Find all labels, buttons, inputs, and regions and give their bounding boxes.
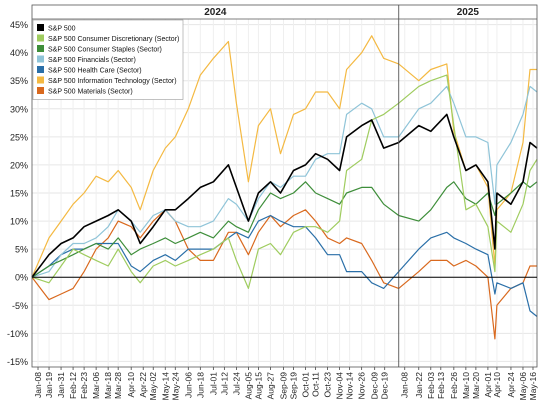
series-line-2 <box>31 181 538 278</box>
x-tick-label: May-06 <box>518 372 528 401</box>
legend-label: S&P 500 Materials (Sector) <box>48 89 133 96</box>
legend-swatch <box>37 76 44 84</box>
series-line-0 <box>31 113 538 278</box>
legend-swatch <box>37 87 44 94</box>
legend-swatch <box>37 66 44 73</box>
y-tick-label: 15% <box>10 189 28 199</box>
x-tick-label: Jul-24 <box>231 372 241 395</box>
x-tick-label: May-02 <box>148 372 158 401</box>
x-tick-label: Apr-24 <box>506 372 516 398</box>
y-tick-label: -10% <box>7 329 28 339</box>
y-tick-label: -5% <box>12 301 28 311</box>
series-line-4 <box>31 214 538 317</box>
legend-label: S&P 500 Health Care (Sector) <box>48 68 142 75</box>
x-tick-label: Oct-11 <box>311 372 321 397</box>
y-tick-label: 30% <box>10 104 28 114</box>
legend-label: S&P 500 Financials (Sector) <box>48 57 136 64</box>
gridlines <box>32 19 537 367</box>
x-tick-label: Apr-10 <box>492 372 502 398</box>
year-label-2025: 2025 <box>457 7 480 18</box>
x-tick-label: Apr-10 <box>126 372 136 398</box>
x-tick-label: Feb-12 <box>68 372 78 399</box>
x-tick-label: Aug-27 <box>265 372 275 400</box>
legend-label: S&P 500 Consumer Discretionary (Sector) <box>48 36 179 43</box>
legend-label: S&P 500 Consumer Staples (Sector) <box>48 47 162 54</box>
x-tick-label: Mar-10 <box>461 372 471 399</box>
x-tick-label: Jan-22 <box>414 372 424 398</box>
x-tick-label: Nov-14 <box>345 372 355 400</box>
x-tick-label: Apr-01 <box>483 372 493 398</box>
x-tick-label: Jul-01 <box>208 372 218 395</box>
axes: 45% 40% 35% 30% 25% 20% 15% 10% 5% 0% -5% -10% -15% J… <box>7 4 538 401</box>
y-tick-label: 40% <box>10 48 28 58</box>
x-tick-label: Jan-31 <box>56 372 66 398</box>
y-tick-label: 10% <box>10 217 28 227</box>
x-tick-label: Mar-06 <box>91 372 101 399</box>
y-tick-label: 25% <box>10 132 28 142</box>
series-line-1 <box>31 74 538 289</box>
series-lines <box>31 35 538 340</box>
plot-frame <box>31 4 538 368</box>
y-tick-label: 20% <box>10 160 28 170</box>
x-tick-label: Oct-01 <box>301 372 311 398</box>
x-tick-label: Aug-15 <box>253 372 263 400</box>
x-tick-label: Mar-28 <box>113 372 123 399</box>
legend-label: S&P 500 Information Technology (Sector) <box>48 78 177 85</box>
x-tick-label: Oct-23 <box>323 372 333 398</box>
x-tick-label: Mar-18 <box>103 372 113 399</box>
legend-swatch <box>37 24 44 31</box>
x-tick-label: Jan-08 <box>400 372 410 398</box>
x-tick-label: May-14 <box>160 372 170 401</box>
legend-swatch <box>37 55 44 63</box>
x-tick-label: Feb-23 <box>79 372 89 399</box>
x-tick-label: Sep-19 <box>289 372 299 400</box>
y-tick-label: 35% <box>10 76 28 86</box>
legend: S&P 500 S&P 500 Consumer Discretionary (S… <box>32 19 184 100</box>
legend-swatch <box>37 45 44 52</box>
x-tick-label: Feb-26 <box>449 372 459 399</box>
x-tick-label: Apr-22 <box>138 372 148 398</box>
legend-label: S&P 500 <box>48 26 76 33</box>
x-tick-label: May-16 <box>528 372 538 401</box>
series-line-6 <box>31 209 537 340</box>
x-tick-label: Feb-13 <box>436 372 446 399</box>
x-tick-label: Sep-09 <box>278 372 288 400</box>
x-tick-label: Feb-03 <box>426 372 436 399</box>
x-tick-label: Jun-06 <box>183 372 193 398</box>
y-tick-label: 45% <box>10 20 28 30</box>
x-tick-label: Jan-19 <box>44 372 54 398</box>
x-tick-label: Jan-08 <box>33 372 43 398</box>
legend-box <box>32 19 184 100</box>
x-tick-label: Nov-04 <box>335 372 345 400</box>
x-tick-label: May-24 <box>170 372 180 401</box>
y-tick-label: 5% <box>15 245 28 255</box>
x-tick-label: Mar-20 <box>471 372 481 399</box>
year-label-2024: 2024 <box>204 7 227 18</box>
x-tick-label: Jul-12 <box>219 372 229 395</box>
y-tick-label: 0% <box>15 273 28 283</box>
y-tick-label: -15% <box>7 357 28 367</box>
x-tick-label: Dec-19 <box>380 372 390 400</box>
x-tick-label: Nov-26 <box>357 372 367 400</box>
x-tick-label: Dec-09 <box>370 372 380 400</box>
x-tick-label: Aug-05 <box>243 372 253 400</box>
x-tick-label: Jun-18 <box>195 372 205 398</box>
legend-swatch <box>37 34 44 42</box>
